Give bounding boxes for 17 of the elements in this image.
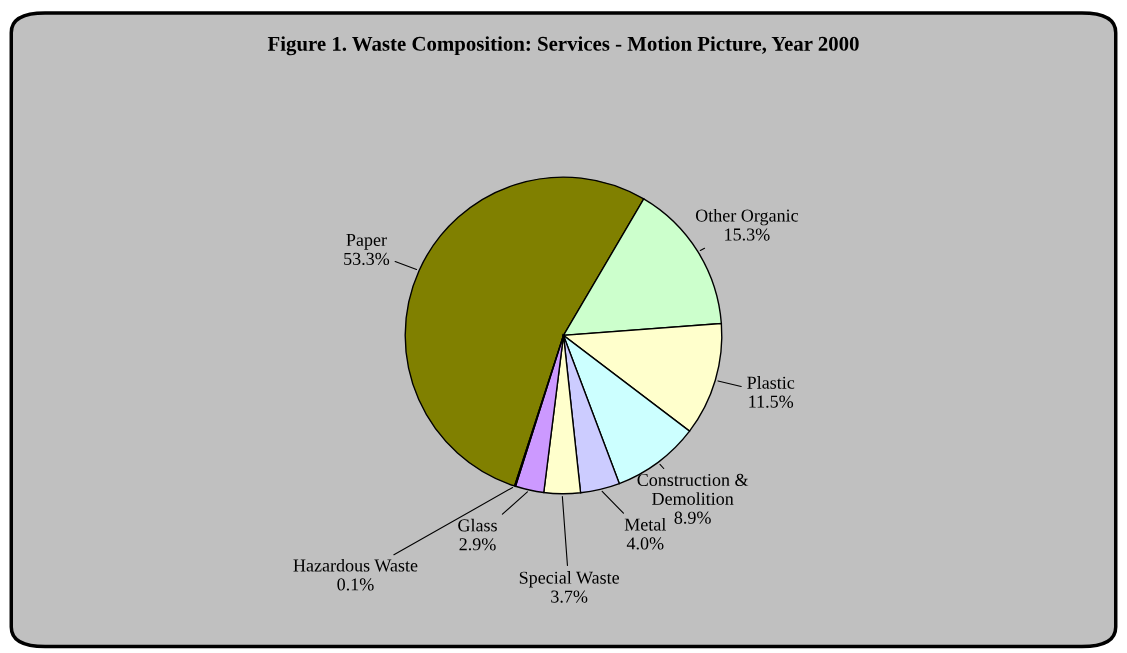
slice-label: Metal bbox=[624, 517, 666, 531]
data-label: 0.1% bbox=[337, 578, 374, 591]
chart-title: Figure 1. Waste Composition: Services - Motion Picture, Year 2000 bbox=[267, 36, 859, 56]
data-label: 11.5% bbox=[749, 395, 794, 408]
slice-label: Paper bbox=[346, 234, 387, 250]
slice-label: Other Organic bbox=[695, 208, 799, 226]
data-label: 4.0% bbox=[626, 537, 664, 550]
slice-label: Construction & Demolition bbox=[637, 473, 749, 505]
data-label: 15.3% bbox=[725, 228, 770, 241]
slice-label: Glass bbox=[458, 518, 497, 532]
data-label: 8.9% bbox=[674, 511, 711, 524]
data-label: 53.3% bbox=[344, 252, 390, 265]
slice-label: Plastic bbox=[747, 376, 795, 389]
data-label: 3.7% bbox=[551, 590, 588, 603]
slice-label: Special Waste bbox=[519, 571, 620, 588]
data-label: 2.9% bbox=[459, 538, 496, 551]
slice-label: Hazardous Waste bbox=[293, 558, 418, 572]
